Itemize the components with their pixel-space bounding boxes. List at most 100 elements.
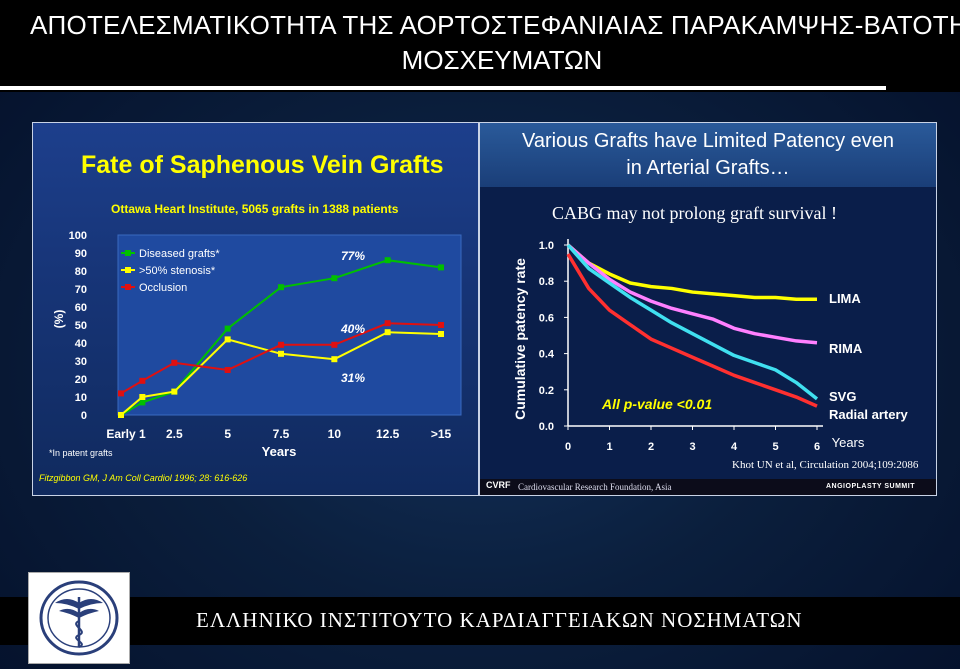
series-line [120, 331, 442, 416]
data-point [139, 377, 146, 384]
chart-citation: Fitzgibbon GM, J Am Coll Cardiol 1996; 2… [39, 473, 248, 483]
legend-label: Occlusion [139, 282, 187, 294]
x-tick-label: 7.5 [273, 427, 290, 441]
series-line [120, 259, 442, 416]
legend-marker [125, 267, 131, 273]
slide-title: ΑΠΟΤΕΛΕΣΜΑΤΙΚΟΤΗΤΑ ΤΗΣ ΑΟΡΤΟΣΤΕΦΑΝΙΑΙΑΣ … [30, 10, 960, 40]
y-tick-label: 80 [75, 266, 87, 278]
x-tick-label: 5 [224, 427, 231, 441]
y-tick-label: 0.4 [539, 349, 555, 361]
data-point [438, 264, 444, 271]
data-point [139, 394, 146, 400]
y-tick-label: 50 [75, 320, 87, 332]
patency-citation: Khot UN et al, Circulation 2004;109:2086 [732, 459, 919, 471]
data-point [118, 412, 124, 418]
y-tick-label: 1.0 [539, 240, 554, 252]
data-point [224, 336, 231, 343]
y-tick-label: 0.0 [539, 421, 554, 433]
data-point [438, 331, 444, 337]
y-tick-label: 20 [75, 374, 87, 386]
percent-annotation: 40% [340, 322, 365, 336]
x-tick-label: 3 [689, 441, 695, 453]
chart-subtitle: Ottawa Heart Institute, 5065 grafts in 1… [111, 202, 399, 216]
series-line [566, 243, 818, 345]
chart-footnote: *In patent grafts [49, 448, 113, 458]
data-point [278, 284, 284, 291]
legend-marker [125, 284, 131, 290]
slide-title-line2: ΜΟΣΧΕΥΜΑΤΩΝ [401, 45, 603, 75]
y-axis-label: Cumulative patency rate [512, 258, 528, 420]
title-underline [0, 86, 886, 90]
data-point [171, 388, 178, 395]
y-tick-label: 60 [75, 302, 87, 314]
series-line [120, 322, 442, 395]
y-tick-label: 100 [69, 230, 87, 242]
footer-bar [0, 597, 960, 645]
logo-graphic [39, 580, 119, 656]
x-tick-label: 2.5 [166, 427, 183, 441]
patency-chart-panel: Various Grafts have Limited Patency even… [479, 122, 937, 496]
data-point [139, 399, 146, 406]
y-tick-label: 70 [75, 284, 87, 296]
y-tick-label: 0.8 [539, 276, 554, 288]
series-label: Radial artery [829, 407, 909, 422]
data-point [384, 329, 391, 336]
y-tick-label: 90 [75, 248, 87, 260]
plot-area [117, 234, 462, 416]
x-tick-label: 10 [328, 427, 342, 441]
x-tick-label: 4 [731, 441, 738, 453]
y-tick-label: 0.6 [539, 312, 554, 324]
series-label: LIMA [829, 291, 861, 306]
data-point [384, 257, 391, 264]
x-axis-label: Years [262, 444, 297, 459]
chart-title: Fate of Saphenous Vein Grafts [81, 151, 444, 179]
percent-annotation: 31% [341, 371, 365, 385]
patency-source: Cardiovascular Research Foundation, Asia [518, 482, 672, 492]
patency-subtitle: CABG may not prolong graft survival ! [552, 203, 837, 223]
x-tick-label: 1 [139, 427, 146, 441]
y-tick-label: 40 [75, 338, 87, 350]
data-point [224, 367, 231, 373]
series-line [566, 243, 819, 401]
x-tick-label: 6 [814, 441, 820, 453]
legend-label: >50% stenosis* [139, 265, 216, 277]
x-tick-label: 0 [565, 441, 571, 453]
p-value-annotation: All p-value <0.01 [601, 396, 712, 412]
percent-annotation: 77% [341, 249, 365, 263]
data-point [331, 275, 338, 282]
data-point [224, 325, 231, 332]
patency-title: Various Grafts have Limited Patency even… [521, 130, 895, 179]
data-point [331, 356, 338, 363]
x-tick-label: >15 [431, 427, 452, 441]
y-tick-label: 30 [75, 356, 87, 368]
y-tick-label: 0 [81, 410, 87, 422]
caduceus-logo-icon [28, 572, 130, 664]
data-point [278, 350, 284, 357]
saphenous-chart-panel: Fate of Saphenous Vein Grafts Ottawa Hea… [32, 122, 479, 496]
patency-line-chart: 0.0 0.2 0.4 0.6 0.8 1.0 0 1 2 3 4 5 6 Years Cumulative… [512, 239, 909, 453]
patency-footer-band [480, 479, 936, 495]
y-tick-label: 0.2 [539, 385, 554, 397]
x-tick-label: 12.5 [376, 427, 400, 441]
title-bar [0, 0, 960, 92]
data-point [331, 341, 338, 348]
x-tick-label: 2 [648, 441, 654, 453]
data-point [171, 359, 178, 366]
patency-title-band [480, 123, 936, 187]
x-tick-label: Early [106, 427, 136, 441]
cvrf-logo-icon: CVRF [486, 480, 511, 490]
x-tick-label: 1 [606, 441, 612, 453]
patency-brand: ANGIOPLASTY SUMMIT [826, 483, 915, 490]
series-line [566, 243, 817, 302]
legend-marker [125, 250, 131, 256]
x-tick-label: 5 [772, 441, 778, 453]
series-line [566, 253, 818, 408]
legend-label: Diseased grafts* [139, 248, 220, 260]
series-label: SVG [829, 389, 856, 404]
x-axis-label: Years [832, 435, 865, 450]
data-point [278, 341, 284, 348]
data-point [118, 390, 124, 397]
y-tick-label: 10 [75, 392, 87, 404]
data-point [384, 320, 391, 327]
